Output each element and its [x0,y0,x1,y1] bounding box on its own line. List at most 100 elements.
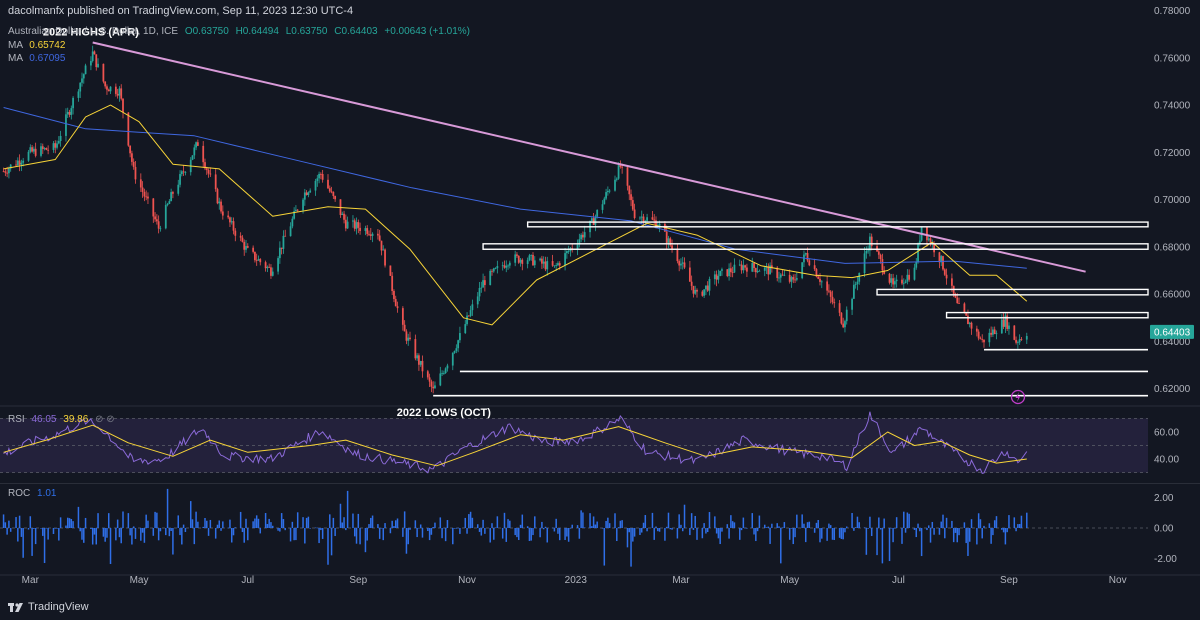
roc-bar [927,525,930,528]
candle [43,147,46,151]
roc-bar [157,528,160,541]
roc-bar [776,523,778,528]
candle [728,263,730,281]
candle [389,265,392,276]
candle [289,222,292,237]
roc-bar [541,521,543,528]
candle [221,205,224,220]
ma-fast-legend[interactable]: MA 0.65742 [8,40,65,51]
roc-bar [222,521,224,528]
roc-bar [480,528,483,536]
tradingview-brand[interactable]: TradingView [8,601,89,613]
roc-bar [307,516,310,528]
candle [109,86,112,94]
roc-bar [291,521,294,528]
roc-bar [642,522,645,528]
candle [917,242,919,264]
roc-bar [339,503,342,528]
ma-slow-line[interactable] [3,107,1027,269]
candle [530,254,533,261]
candle [763,265,766,277]
roc-bar [345,528,347,531]
roc-bar [733,522,736,528]
candle [542,256,545,269]
candle [327,174,329,189]
candle [863,247,866,278]
roc-bar [93,528,96,535]
candle [1020,336,1023,341]
candle [541,255,543,269]
candle [243,239,246,256]
rsi-line[interactable] [3,411,1028,474]
visibility-icon[interactable]: ⊘ ⊘ [95,414,115,425]
roc-bar [751,513,754,528]
candle [792,274,795,284]
candle [268,263,271,268]
roc-bar [197,521,199,528]
roc-bar [1013,517,1016,528]
roc-bar [140,528,142,541]
ma-slow-legend[interactable]: MA 0.67095 [8,53,65,64]
roc-bar [630,528,632,567]
candle [330,186,333,194]
roc-bar [544,526,547,528]
roc-bar [813,528,816,533]
change-value: +0.00643 (+1.01%) [384,26,470,37]
ma-fast-line[interactable] [3,104,1028,326]
lightning-icon[interactable] [1010,389,1026,405]
candle [726,269,729,278]
roc-bar [781,527,784,529]
price-zone-4[interactable] [945,311,1149,319]
roc-bar [965,528,967,544]
rsi-signal-line[interactable] [3,424,1027,467]
price-zone-3[interactable] [876,288,1149,296]
last-price-label: 0.64403 [1154,327,1191,338]
price-tick-label: 0.62000 [1154,384,1191,395]
candle [480,281,483,293]
candle [91,45,94,63]
roc-bar [863,527,866,528]
roc-bar [831,528,834,540]
candle [127,112,130,147]
candle [589,220,591,238]
roc-bar [740,528,743,531]
roc-bar [207,528,210,536]
roc-bar [895,517,898,528]
candle [908,269,911,282]
candle [232,217,235,235]
roc-bar [532,528,534,536]
candle [1015,336,1017,345]
roc-bar [551,527,554,529]
roc-bar [728,528,730,539]
roc-bar [247,528,249,541]
roc-bar [478,528,481,532]
candle [293,207,296,220]
candle [754,267,757,278]
roc-bar [566,528,568,537]
roc-bar [378,528,381,539]
candle [145,190,148,201]
roc-bar [154,511,156,528]
downtrend-line[interactable] [92,41,1086,273]
rsi-legend[interactable]: RSI 46.05 39.86 ⊘ ⊘ [8,414,115,425]
candle [942,255,944,271]
candle [1002,313,1005,330]
roc-bar [279,528,281,532]
roc-bar [1017,524,1019,528]
roc-bar [270,522,272,528]
candle [132,158,135,170]
roc-bar [234,527,237,528]
roc-legend[interactable]: ROC 1.01 [8,488,56,499]
candle [216,187,219,205]
candle [801,262,804,280]
roc-bar [903,511,905,528]
roc-bar [8,520,10,528]
roc-bar [332,517,335,528]
roc-bar [742,517,745,528]
candle [220,199,222,214]
roc-tick-label: 0.00 [1154,524,1174,535]
price-zone-2[interactable] [482,243,1149,250]
candle [403,320,406,332]
price-zone-1[interactable] [526,221,1149,228]
